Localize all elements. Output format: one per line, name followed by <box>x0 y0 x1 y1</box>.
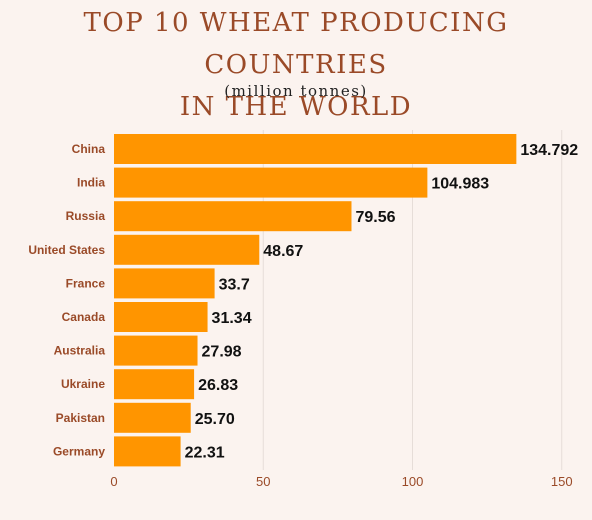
category-label: China <box>72 142 106 156</box>
category-label: Ukraine <box>61 377 105 391</box>
x-tick-label: 0 <box>110 474 117 489</box>
category-label: India <box>77 176 105 190</box>
bar <box>114 402 191 433</box>
category-label: Pakistan <box>56 411 105 425</box>
chart-title-line1: TOP 10 WHEAT PRODUCING COUNTRIES <box>83 8 509 80</box>
data-label: 31.34 <box>212 310 252 327</box>
x-tick-label: 100 <box>402 474 424 489</box>
data-label: 25.70 <box>195 411 235 428</box>
data-label: 48.67 <box>263 243 303 260</box>
x-tick-label: 150 <box>551 474 573 489</box>
chart-title: TOP 10 WHEAT PRODUCING COUNTRIES IN THE … <box>0 2 592 128</box>
data-label: 33.7 <box>219 276 250 293</box>
chart-subtitle: (million tonnes) <box>224 82 368 100</box>
chart-title-line2: IN THE WORLD <box>179 92 413 122</box>
data-label: 26.83 <box>198 377 238 394</box>
category-label: Russia <box>66 209 106 223</box>
bar <box>114 167 428 198</box>
bar <box>114 268 215 299</box>
bar <box>114 134 517 164</box>
data-label: 27.98 <box>202 344 242 361</box>
bar <box>114 302 208 332</box>
data-label: 104.983 <box>431 176 489 193</box>
category-label: France <box>66 276 106 290</box>
bar <box>114 436 181 467</box>
x-tick-label: 50 <box>256 474 270 489</box>
category-label: Canada <box>62 310 106 324</box>
category-label: Germany <box>53 444 105 458</box>
data-label: 22.31 <box>185 444 225 461</box>
category-label: United States <box>28 243 105 257</box>
bar <box>114 335 198 366</box>
category-label: Australia <box>54 344 106 358</box>
bar <box>114 234 260 265</box>
bar <box>114 369 195 400</box>
data-label: 134.792 <box>520 142 578 159</box>
data-label: 79.56 <box>355 209 395 226</box>
bar <box>114 201 352 232</box>
